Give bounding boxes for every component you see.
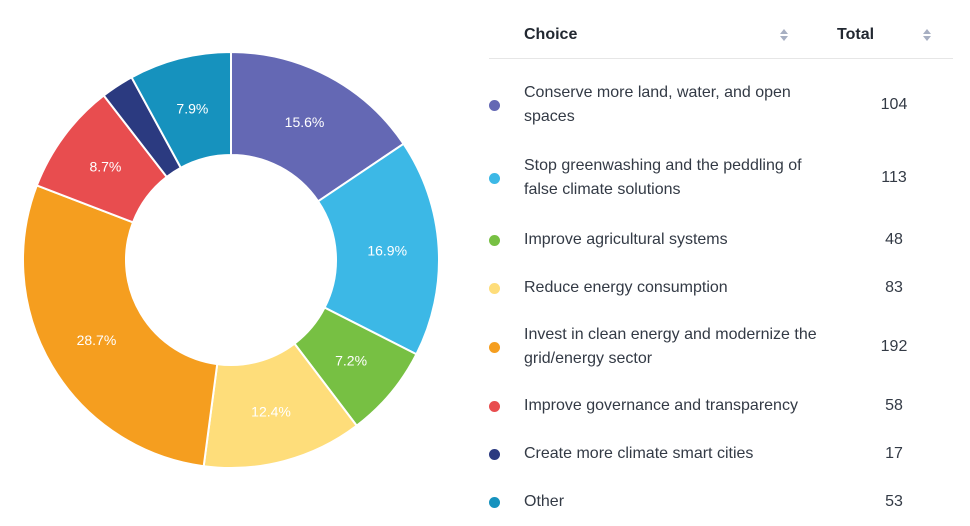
donut-slice[interactable]: [130, 50, 232, 170]
legend-dot-icon: [489, 99, 500, 111]
choice-label: Other: [524, 490, 824, 514]
choice-header-label: Choice: [524, 26, 578, 43]
legend-dot-icon: [489, 496, 500, 508]
table-row: Improve governance and transparency 58: [489, 382, 953, 430]
total-column-header[interactable]: Total: [800, 26, 953, 44]
table-row: Create more climate smart cities 17: [489, 430, 953, 478]
table-row: Invest in clean energy and modernize the…: [489, 312, 953, 382]
total-value: 48: [885, 231, 903, 248]
total-value: 104: [880, 96, 908, 113]
legend-dot-icon: [489, 172, 500, 184]
slice-percent-label: 12.4%: [251, 403, 291, 419]
table-row: Reduce energy consumption 83: [489, 264, 953, 312]
slice-percent-label: 7.9%: [176, 100, 208, 116]
legend-dot-icon: [489, 448, 500, 460]
total-value: 17: [885, 445, 903, 462]
total-header-label: Total: [837, 26, 875, 43]
total-value: 83: [885, 279, 903, 296]
table-header: Choice Total: [489, 12, 953, 59]
table-row: Conserve more land, water, and open space…: [489, 70, 953, 140]
choice-label: Improve governance and transparency: [524, 394, 824, 418]
total-value: 58: [885, 397, 903, 414]
choice-label-line: Stop greenwashing and the peddling of: [524, 157, 802, 174]
results-table: Choice Total Conserve more land, water, …: [489, 12, 953, 510]
sort-icon[interactable]: [923, 29, 931, 41]
choice-label: Conserve more land, water, and open space…: [524, 81, 824, 129]
table-row: Other 53: [489, 478, 953, 526]
legend-dot-icon: [489, 400, 500, 412]
donut-slice[interactable]: [22, 184, 219, 468]
total-value: 192: [880, 338, 908, 355]
legend-dot-icon: [489, 282, 500, 294]
donut-slice[interactable]: [316, 142, 440, 356]
choice-label-line: false climate solutions: [524, 181, 681, 198]
choice-label-line: Invest in clean energy and modernize the: [524, 326, 817, 343]
choice-label-line: Conserve more land, water, and open: [524, 84, 791, 101]
choice-label: Reduce energy consumption: [524, 276, 824, 300]
choice-label: Stop greenwashing and the peddling of fal…: [524, 154, 824, 202]
slice-percent-label: 16.9%: [367, 242, 407, 258]
choice-label-line: Improve agricultural systems: [524, 231, 728, 248]
total-value: 53: [885, 493, 903, 510]
choice-column-header[interactable]: Choice: [489, 26, 800, 44]
slice-percent-label: 15.6%: [285, 114, 325, 130]
choice-label-line: Improve governance and transparency: [524, 397, 798, 414]
slice-percent-label: 8.7%: [89, 159, 121, 175]
choice-label-line: spaces: [524, 108, 575, 125]
legend-dot-icon: [489, 341, 500, 353]
legend-dot-icon: [489, 234, 500, 246]
choice-label-line: Other: [524, 493, 565, 510]
choice-label-line: grid/energy sector: [524, 350, 653, 367]
choice-label-line: Reduce energy consumption: [524, 279, 728, 296]
choice-label: Invest in clean energy and modernize the…: [524, 323, 824, 371]
table-row: Stop greenwashing and the peddling of fal…: [489, 140, 953, 216]
choice-label: Improve agricultural systems: [524, 228, 824, 252]
sort-icon[interactable]: [780, 29, 788, 41]
table-row: Improve agricultural systems 48: [489, 216, 953, 264]
choice-label: Create more climate smart cities: [524, 442, 824, 466]
total-value: 113: [881, 169, 907, 186]
slice-percent-label: 7.2%: [335, 352, 367, 368]
slice-percent-label: 28.7%: [77, 332, 117, 348]
donut-chart: 15.6% 16.9% 7.2% 12.4% 28.7% 8.7% 7.9%: [22, 50, 440, 469]
choice-label-line: Create more climate smart cities: [524, 445, 754, 462]
